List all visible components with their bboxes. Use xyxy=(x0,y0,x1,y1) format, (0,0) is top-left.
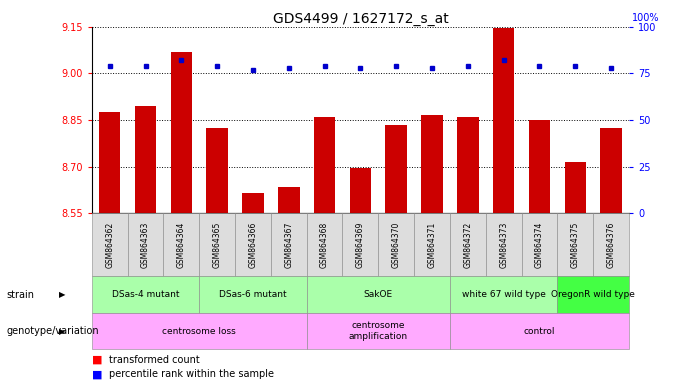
Bar xyxy=(278,187,299,213)
Text: GSM864368: GSM864368 xyxy=(320,222,329,268)
Text: SakOE: SakOE xyxy=(364,290,393,299)
Text: ▶: ▶ xyxy=(59,290,66,299)
Bar xyxy=(529,120,550,213)
Text: percentile rank within the sample: percentile rank within the sample xyxy=(109,369,274,379)
Text: GSM864375: GSM864375 xyxy=(571,222,580,268)
Bar xyxy=(135,106,156,213)
Text: GSM864367: GSM864367 xyxy=(284,222,293,268)
Bar xyxy=(207,128,228,213)
Text: GSM864373: GSM864373 xyxy=(499,222,508,268)
Title: GDS4499 / 1627172_s_at: GDS4499 / 1627172_s_at xyxy=(273,12,448,26)
Text: DSas-4 mutant: DSas-4 mutant xyxy=(112,290,180,299)
Text: OregonR wild type: OregonR wild type xyxy=(551,290,635,299)
Text: ▶: ▶ xyxy=(59,327,66,336)
Bar xyxy=(99,112,120,213)
Text: GSM864366: GSM864366 xyxy=(248,222,258,268)
Text: GSM864364: GSM864364 xyxy=(177,222,186,268)
Text: 100%: 100% xyxy=(632,13,660,23)
Text: GSM864370: GSM864370 xyxy=(392,222,401,268)
Text: GSM864369: GSM864369 xyxy=(356,222,365,268)
Bar xyxy=(457,117,479,213)
Text: strain: strain xyxy=(7,290,35,300)
Bar xyxy=(242,193,264,213)
Bar xyxy=(171,52,192,213)
Text: GSM864372: GSM864372 xyxy=(463,222,473,268)
Text: centrosome loss: centrosome loss xyxy=(163,327,236,336)
Bar xyxy=(314,117,335,213)
Text: control: control xyxy=(524,327,555,336)
Text: GSM864362: GSM864362 xyxy=(105,222,114,268)
Text: ■: ■ xyxy=(92,355,102,365)
Text: GSM864363: GSM864363 xyxy=(141,222,150,268)
Bar xyxy=(386,125,407,213)
Bar xyxy=(564,162,586,213)
Bar xyxy=(422,115,443,213)
Text: GSM864376: GSM864376 xyxy=(607,222,615,268)
Text: ■: ■ xyxy=(92,369,102,379)
Text: GSM864371: GSM864371 xyxy=(428,222,437,268)
Bar xyxy=(350,168,371,213)
Text: GSM864374: GSM864374 xyxy=(535,222,544,268)
Text: transformed count: transformed count xyxy=(109,355,199,365)
Bar xyxy=(600,128,622,213)
Text: genotype/variation: genotype/variation xyxy=(7,326,99,336)
Text: GSM864365: GSM864365 xyxy=(213,222,222,268)
Text: centrosome
amplification: centrosome amplification xyxy=(349,321,408,341)
Text: DSas-6 mutant: DSas-6 mutant xyxy=(219,290,287,299)
Text: white 67 wild type: white 67 wild type xyxy=(462,290,545,299)
Bar xyxy=(493,28,514,213)
